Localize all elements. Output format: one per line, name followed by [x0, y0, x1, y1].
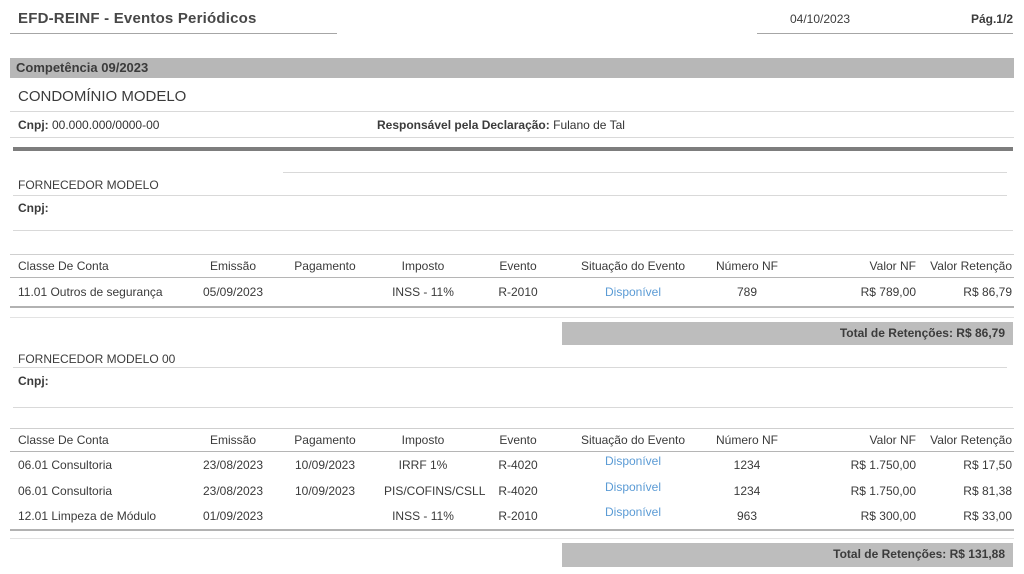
cell-numero-nf: 963: [736, 509, 758, 523]
cell-imposto: PIS/COFINS/CSLL: [384, 483, 486, 498]
competencia-bar: Competência 09/2023: [10, 58, 1014, 78]
cell-valor-nf: R$ 1.750,00: [850, 457, 916, 472]
cell-valor-nf: R$ 1.750,00: [850, 483, 916, 498]
situacao-link[interactable]: Disponível: [604, 284, 662, 299]
responsavel-declaracao: Responsável pela Declaração: Fulano de T…: [377, 118, 625, 132]
divider: [10, 317, 1014, 318]
cell-evento: R-2010: [498, 509, 538, 523]
supplier-name: FORNECEDOR MODELO: [18, 178, 159, 192]
col-valor-retencao: Valor Retenção: [930, 433, 1012, 447]
cell-numero-nf: 1234: [733, 457, 761, 472]
cell-pagamento: [266, 504, 384, 530]
situacao-link[interactable]: Disponível: [604, 453, 662, 468]
cell-evento: R-4020: [498, 483, 538, 498]
col-valor-retencao: Valor Retenção: [930, 259, 1012, 273]
cnpj-label: Cnpj:: [18, 374, 49, 388]
situacao-link[interactable]: Disponível: [604, 479, 662, 494]
col-valor-nf: Valor NF: [869, 433, 916, 447]
col-numero-nf: Número NF: [715, 259, 778, 273]
divider: [10, 137, 1014, 138]
col-situacao: Situação do Evento: [580, 433, 686, 447]
cell-classe: 06.01 Consultoria: [18, 457, 113, 472]
supplier-cnpj: Cnpj:: [18, 374, 49, 388]
col-pagamento: Pagamento: [294, 433, 356, 447]
table-row: 12.01 Limpeza de Módulo 01/09/2023 INSS …: [10, 504, 1014, 530]
responsavel-label: Responsável pela Declaração:: [377, 118, 550, 132]
col-evento: Evento: [499, 259, 537, 273]
divider: [13, 367, 1007, 368]
cell-situacao: Disponível: [574, 478, 692, 504]
col-emissao: Emissão: [209, 259, 256, 273]
cell-evento: R-2010: [498, 284, 538, 299]
divider: [10, 111, 1014, 112]
col-classe: Classe De Conta: [18, 433, 109, 447]
table-row: 06.01 Consultoria 23/08/2023 10/09/2023 …: [10, 452, 1014, 478]
report-date: 04/10/2023: [790, 12, 851, 26]
divider: [283, 172, 1007, 173]
cell-valor-nf: R$ 789,00: [860, 284, 916, 299]
page-number: Pág.1/2: [970, 12, 1013, 26]
col-valor-nf: Valor NF: [869, 259, 916, 273]
divider: [13, 407, 1013, 408]
cell-emissao: 05/09/2023: [202, 284, 264, 299]
cell-valor-retencao: R$ 86,79: [963, 284, 1012, 299]
cell-emissao: 23/08/2023: [202, 483, 264, 498]
cell-situacao: Disponível: [574, 278, 692, 307]
table-row: 11.01 Outros de segurança 05/09/2023 INS…: [10, 278, 1014, 307]
cnpj-label: Cnpj:: [18, 201, 49, 215]
title-underline: [10, 33, 337, 34]
col-classe: Classe De Conta: [18, 259, 109, 273]
cell-imposto: INSS - 11%: [392, 284, 454, 299]
col-emissao: Emissão: [209, 433, 256, 447]
col-imposto: Imposto: [401, 433, 445, 447]
divider: [13, 230, 1013, 231]
cell-emissao: 01/09/2023: [202, 509, 264, 523]
situacao-link[interactable]: Disponível: [604, 505, 662, 519]
cell-imposto: INSS - 11%: [392, 509, 454, 523]
col-pagamento: Pagamento: [294, 259, 356, 273]
table-header-row: Classe De Conta Emissão Pagamento Impost…: [10, 428, 1014, 452]
declarant-name: CONDOMÍNIO MODELO: [18, 88, 187, 105]
cell-evento: R-4020: [498, 457, 538, 472]
cell-situacao: Disponível: [574, 452, 692, 478]
cell-classe: 11.01 Outros de segurança: [18, 284, 163, 299]
table-header-row: Classe De Conta Emissão Pagamento Impost…: [10, 254, 1014, 278]
events-table-1: Classe De Conta Emissão Pagamento Impost…: [10, 254, 1014, 308]
cell-classe: 12.01 Limpeza de Módulo: [18, 509, 157, 523]
cell-valor-retencao: R$ 17,50: [963, 457, 1012, 472]
col-evento: Evento: [499, 433, 537, 447]
cell-pagamento: 10/09/2023: [294, 483, 356, 498]
cell-valor-nf: R$ 300,00: [860, 509, 916, 523]
cell-situacao: Disponível: [574, 504, 692, 530]
divider: [10, 538, 1014, 539]
supplier-cnpj: Cnpj:: [18, 201, 49, 215]
divider: [13, 195, 1007, 196]
cell-emissao: 23/08/2023: [202, 457, 264, 472]
header-right-underline: [757, 33, 1013, 34]
section-divider-bar: [13, 147, 1013, 151]
supplier-name: FORNECEDOR MODELO 00: [18, 352, 176, 366]
cell-numero-nf: 789: [736, 284, 758, 299]
page-title: EFD-REINF - Eventos Periódicos: [18, 10, 257, 27]
cell-valor-retencao: R$ 81,38: [963, 483, 1012, 498]
cnpj-label: Cnpj:: [18, 118, 49, 132]
col-situacao: Situação do Evento: [580, 259, 686, 273]
cell-numero-nf: 1234: [733, 483, 761, 498]
cell-pagamento: 10/09/2023: [294, 457, 356, 472]
cell-classe: 06.01 Consultoria: [18, 483, 113, 498]
declarant-cnpj: Cnpj: 00.000.000/0000-00: [18, 118, 159, 132]
col-numero-nf: Número NF: [715, 433, 778, 447]
cell-pagamento: [266, 278, 384, 307]
table-row: 06.01 Consultoria 23/08/2023 10/09/2023 …: [10, 478, 1014, 504]
col-imposto: Imposto: [401, 259, 445, 273]
events-table-2: Classe De Conta Emissão Pagamento Impost…: [10, 428, 1014, 531]
responsavel-value: Fulano de Tal: [553, 118, 625, 132]
total-retencoes-bar: Total de Retenções: R$ 131,88: [562, 543, 1013, 567]
total-retencoes-bar: Total de Retenções: R$ 86,79: [562, 322, 1013, 345]
cell-imposto: IRRF 1%: [398, 457, 448, 472]
cnpj-value: 00.000.000/0000-00: [52, 118, 160, 132]
cell-valor-retencao: R$ 33,00: [963, 509, 1012, 523]
